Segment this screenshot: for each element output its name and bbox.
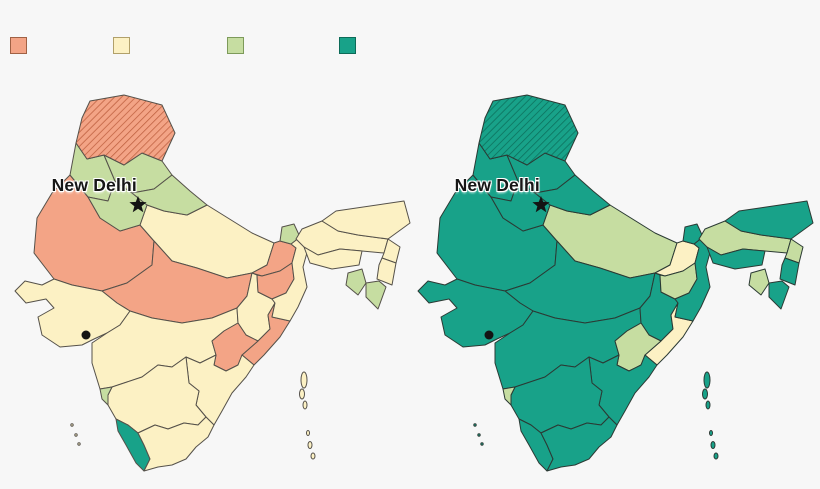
state-meghalaya bbox=[303, 246, 363, 270]
legend-swatch-3 bbox=[227, 37, 244, 54]
state-sikkim bbox=[682, 223, 704, 245]
state-meghalaya bbox=[706, 246, 766, 270]
island bbox=[300, 371, 308, 389]
city-label-right: New Delhi bbox=[454, 175, 540, 195]
state-uttarakhand bbox=[131, 174, 208, 216]
state-mizoram bbox=[365, 280, 387, 310]
state-tamil-nadu bbox=[137, 416, 215, 472]
island bbox=[74, 433, 78, 437]
city-label-left: New Delhi bbox=[51, 175, 137, 195]
state-sikkim bbox=[279, 223, 301, 245]
island bbox=[705, 400, 711, 410]
state-west-bengal bbox=[674, 236, 712, 322]
state-arunachal-pradesh bbox=[724, 200, 814, 240]
lakshadweep-islands bbox=[70, 423, 81, 446]
island bbox=[77, 442, 81, 446]
state-uttarakhand bbox=[534, 174, 611, 216]
legend-swatch-2 bbox=[113, 37, 130, 54]
andaman-nicobar-islands bbox=[299, 371, 316, 460]
map-right-panel: New Delhi bbox=[415, 93, 820, 479]
island bbox=[302, 400, 308, 410]
state-tripura bbox=[748, 268, 770, 296]
coast-city-dot-marker bbox=[484, 330, 494, 340]
legend bbox=[0, 37, 820, 57]
legend-swatch-1 bbox=[10, 37, 27, 54]
state-tamil-nadu bbox=[540, 416, 618, 472]
lakshadweep-islands bbox=[473, 423, 484, 446]
island bbox=[310, 452, 316, 460]
state-jammu-kashmir bbox=[478, 94, 579, 166]
india-choropleth-map bbox=[14, 94, 411, 472]
new-delhi-star-marker bbox=[532, 196, 550, 213]
island bbox=[70, 423, 74, 427]
state-gujarat bbox=[14, 278, 131, 348]
coast-city-dot-marker bbox=[81, 330, 91, 340]
island bbox=[702, 388, 708, 400]
india-choropleth-map bbox=[417, 94, 814, 472]
island bbox=[299, 388, 305, 400]
new-delhi-star-marker bbox=[129, 196, 147, 213]
state-mizoram bbox=[768, 280, 790, 310]
legend-swatch-4 bbox=[339, 37, 356, 54]
map-left-panel: New Delhi bbox=[12, 93, 418, 479]
state-manipur bbox=[376, 257, 397, 286]
state-goa bbox=[502, 386, 516, 406]
state-west-bengal bbox=[271, 236, 309, 322]
island bbox=[306, 430, 310, 436]
andaman-nicobar-islands bbox=[702, 371, 719, 460]
state-arunachal-pradesh bbox=[321, 200, 411, 240]
state-jammu-kashmir bbox=[75, 94, 176, 166]
island bbox=[477, 433, 481, 437]
state-tripura bbox=[345, 268, 367, 296]
island bbox=[709, 430, 713, 436]
state-gujarat bbox=[417, 278, 534, 348]
island bbox=[480, 442, 484, 446]
island bbox=[307, 441, 313, 449]
island bbox=[710, 441, 716, 449]
island bbox=[473, 423, 477, 427]
island bbox=[713, 452, 719, 460]
island bbox=[703, 371, 711, 389]
state-manipur bbox=[779, 257, 800, 286]
state-goa bbox=[99, 386, 113, 406]
